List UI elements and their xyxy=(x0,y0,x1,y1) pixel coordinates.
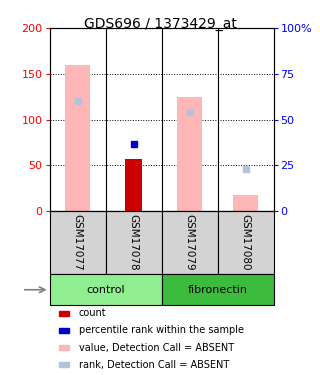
Bar xyxy=(59,311,69,316)
Text: value, Detection Call = ABSENT: value, Detection Call = ABSENT xyxy=(79,343,234,352)
Bar xyxy=(177,97,202,211)
Bar xyxy=(50,274,162,306)
Text: rank, Detection Call = ABSENT: rank, Detection Call = ABSENT xyxy=(79,360,229,370)
Text: GSM17079: GSM17079 xyxy=(185,214,195,271)
Text: count: count xyxy=(79,308,106,318)
Bar xyxy=(59,362,69,367)
Bar xyxy=(59,345,69,350)
Bar xyxy=(50,211,106,274)
Text: GSM17078: GSM17078 xyxy=(129,214,139,271)
Text: percentile rank within the sample: percentile rank within the sample xyxy=(79,326,244,336)
Bar xyxy=(233,195,258,211)
Bar xyxy=(65,65,90,211)
Bar xyxy=(106,211,162,274)
Text: GSM17077: GSM17077 xyxy=(73,214,83,271)
Bar xyxy=(218,211,274,274)
Bar xyxy=(162,274,274,306)
Text: GSM17080: GSM17080 xyxy=(241,214,251,271)
Bar xyxy=(125,159,142,211)
Bar xyxy=(59,328,69,333)
Text: GDS696 / 1373429_at: GDS696 / 1373429_at xyxy=(84,17,236,31)
Text: fibronectin: fibronectin xyxy=(188,285,248,295)
Text: control: control xyxy=(86,285,125,295)
Bar xyxy=(162,211,218,274)
